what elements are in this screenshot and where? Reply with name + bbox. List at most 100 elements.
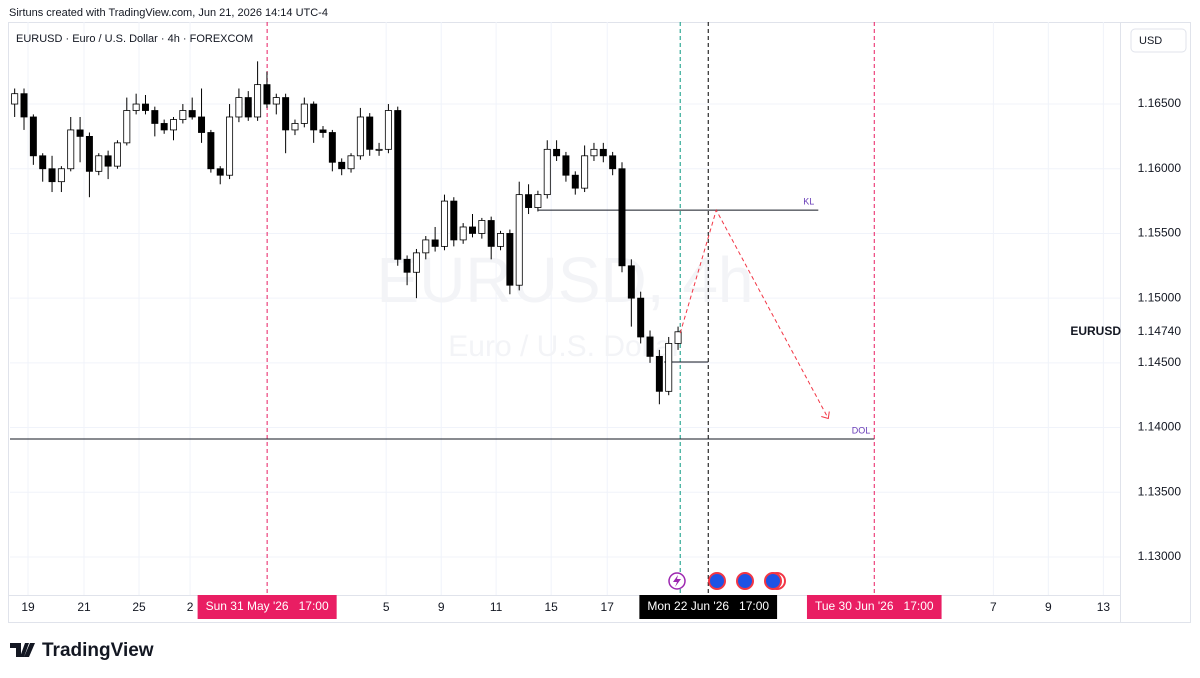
candle-body bbox=[497, 233, 505, 247]
candle-body bbox=[291, 123, 299, 131]
x-tick-label: 25 bbox=[132, 600, 146, 614]
projection-arrow bbox=[821, 411, 830, 420]
y-tick-label: 1.14000 bbox=[1138, 420, 1182, 434]
candle-body bbox=[85, 135, 93, 172]
candle-body bbox=[328, 132, 336, 163]
candle-body bbox=[562, 155, 570, 176]
candle-body bbox=[67, 129, 75, 170]
x-tick-label: 13 bbox=[1097, 600, 1111, 614]
candle-body bbox=[263, 84, 271, 105]
symbol-label: EURUSD bbox=[1070, 324, 1121, 338]
candle-body bbox=[459, 226, 467, 241]
candle-body bbox=[384, 110, 392, 150]
candle-body bbox=[160, 123, 168, 131]
candle-body bbox=[478, 220, 486, 234]
y-tick-label: 1.13000 bbox=[1138, 549, 1182, 563]
candle-body bbox=[422, 239, 430, 254]
candle-body bbox=[39, 155, 47, 170]
date-box bbox=[806, 595, 942, 619]
candle-body bbox=[300, 103, 308, 124]
candle-body bbox=[487, 220, 495, 247]
candle-body bbox=[655, 355, 663, 392]
y-tick-label: 1.15000 bbox=[1138, 290, 1182, 304]
x-tick-label: 17 bbox=[601, 600, 615, 614]
candle-body bbox=[431, 239, 439, 247]
y-tick-label: 1.16500 bbox=[1138, 96, 1182, 110]
date-box bbox=[197, 595, 337, 619]
candle-body bbox=[469, 226, 476, 234]
candle-body bbox=[113, 142, 121, 167]
date-label: Mon 22 Jun '26 17:00 bbox=[647, 599, 769, 613]
candle-body bbox=[375, 148, 383, 151]
candle-body bbox=[356, 116, 364, 157]
candle-body bbox=[515, 194, 523, 286]
line-label: DOL bbox=[852, 425, 871, 435]
candle-body bbox=[244, 97, 252, 118]
event-icon[interactable] bbox=[708, 572, 726, 590]
candle-body bbox=[534, 194, 542, 208]
candle-body bbox=[637, 297, 645, 338]
candle-body bbox=[553, 148, 561, 157]
header: Sirtuns created with TradingView.com, Ju… bbox=[9, 7, 328, 19]
candle-body bbox=[48, 168, 56, 183]
currency-button[interactable] bbox=[1130, 28, 1187, 53]
candle-body bbox=[674, 331, 682, 344]
candle-body bbox=[216, 168, 224, 176]
x-tick-label: 2 bbox=[187, 600, 194, 614]
date-box bbox=[639, 595, 778, 619]
line-label: KL bbox=[803, 197, 814, 207]
candle-body bbox=[412, 252, 420, 273]
x-tick-label: 11 bbox=[490, 600, 503, 614]
candle-body bbox=[590, 148, 598, 157]
y-tick-label: 1.15500 bbox=[1138, 226, 1182, 240]
candle-body bbox=[581, 155, 589, 189]
watermark: EURUSD, 4h bbox=[377, 244, 754, 316]
y-tick-label: 1.13500 bbox=[1138, 484, 1182, 498]
x-tick-label: 19 bbox=[21, 600, 35, 614]
candle-body bbox=[366, 116, 374, 150]
candle-body bbox=[272, 97, 280, 105]
logo-mark bbox=[10, 643, 35, 657]
event-icon[interactable] bbox=[736, 572, 754, 590]
currency[interactable]: USD bbox=[1139, 35, 1162, 47]
candle-body bbox=[543, 148, 551, 196]
chart-frame bbox=[8, 22, 1191, 623]
candle-body bbox=[179, 110, 187, 120]
candle-body bbox=[76, 129, 84, 137]
candle-body bbox=[646, 336, 654, 357]
candle-body bbox=[450, 200, 458, 241]
candle-body bbox=[665, 343, 673, 392]
candle-body bbox=[104, 155, 112, 167]
candle-body bbox=[319, 129, 327, 133]
candle-body bbox=[609, 155, 617, 170]
date-label: Tue 30 Jun '26 17:00 bbox=[815, 599, 934, 613]
event-icon[interactable] bbox=[764, 572, 782, 590]
candle-body bbox=[618, 168, 626, 267]
candle-body bbox=[627, 265, 635, 299]
candle-body bbox=[235, 97, 243, 118]
candle-body bbox=[132, 103, 140, 111]
candle-body bbox=[198, 116, 206, 133]
candle-body bbox=[506, 233, 514, 286]
candle-body bbox=[310, 103, 318, 131]
logo: TradingView bbox=[10, 640, 154, 661]
x-tick-label: 21 bbox=[77, 600, 91, 614]
candle-body bbox=[226, 116, 234, 176]
event-icons bbox=[668, 572, 786, 590]
candle-body bbox=[394, 110, 402, 260]
x-tick-label: 15 bbox=[544, 600, 558, 614]
projection-path bbox=[679, 208, 829, 419]
x-tick-label: 9 bbox=[438, 600, 445, 614]
candle-body bbox=[347, 155, 355, 170]
candle-body bbox=[170, 119, 177, 131]
brand: TradingView bbox=[42, 640, 154, 661]
y-tick-label: 1.16000 bbox=[1138, 161, 1182, 175]
candle-body bbox=[151, 110, 159, 124]
candle-body bbox=[57, 168, 65, 183]
candle-body bbox=[403, 258, 411, 273]
x-tick-label: 5 bbox=[383, 600, 390, 614]
date-label: Sun 31 May '26 17:00 bbox=[206, 599, 329, 613]
candle-body bbox=[11, 93, 19, 105]
